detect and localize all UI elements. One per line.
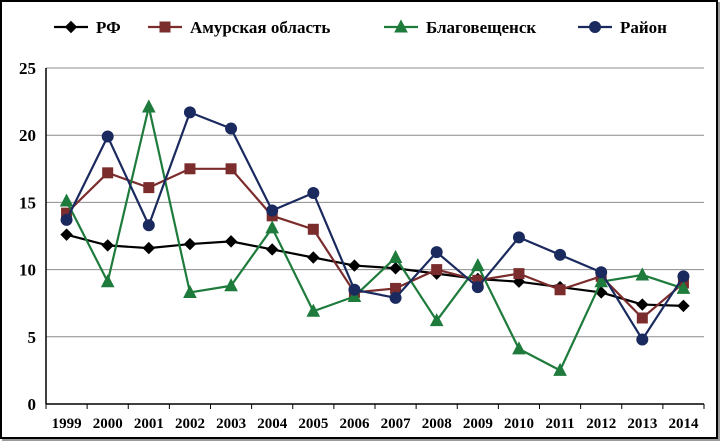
data-point-rf <box>101 239 114 252</box>
data-point-blagoveshchensk <box>141 99 156 113</box>
data-point-blagoveshchensk <box>59 193 74 207</box>
series-layer <box>59 99 691 376</box>
series-line-district <box>65 111 685 341</box>
data-point-rf <box>60 228 73 241</box>
data-point-rf <box>265 243 279 256</box>
legend-label: Район <box>620 18 667 37</box>
data-point-district <box>225 122 238 135</box>
data-point-blagoveshchensk <box>553 362 567 376</box>
data-point-blagoveshchensk <box>429 313 444 327</box>
legend-marker <box>394 19 408 33</box>
legend-layer: РФ Амурская область Благовещенск Район <box>54 18 667 37</box>
y-tick-label: 10 <box>19 261 36 280</box>
x-tick-label: 2010 <box>504 416 534 432</box>
data-point-rf <box>389 262 402 275</box>
data-point-amur-region <box>102 167 114 179</box>
x-tick-label: 2000 <box>93 416 123 432</box>
data-point-amur-region <box>554 284 566 296</box>
data-point-district <box>677 270 690 283</box>
data-point-district <box>471 281 484 294</box>
data-point-amur-region <box>225 163 237 175</box>
legend-marker <box>159 21 171 33</box>
data-point-district <box>430 246 443 259</box>
data-point-rf <box>636 298 649 311</box>
data-point-blagoveshchensk <box>594 274 609 288</box>
series-amur-region <box>61 163 689 324</box>
x-tick-label: 2003 <box>216 416 246 432</box>
legend-marker <box>589 21 601 33</box>
x-tick-label: 2014 <box>668 416 699 432</box>
data-point-blagoveshchensk <box>512 341 526 355</box>
data-point-blagoveshchensk <box>635 267 650 281</box>
data-point-amur-region <box>143 182 155 194</box>
x-tick-label: 2002 <box>175 416 205 432</box>
data-point-amur-region <box>307 223 319 235</box>
data-point-blagoveshchensk <box>388 249 403 264</box>
x-tick-label: 1999 <box>52 416 82 432</box>
x-tick-label: 2009 <box>463 416 493 432</box>
data-point-district <box>60 213 73 226</box>
x-tick-label: 2006 <box>339 416 370 432</box>
data-point-rf <box>307 251 320 264</box>
legend-marker <box>64 20 78 34</box>
data-point-district <box>389 291 402 304</box>
data-point-district <box>142 219 155 232</box>
data-point-amur-region <box>513 268 525 280</box>
data-point-district <box>636 333 649 346</box>
axis-layer: 0 5 10 15 20 25 1999 2000 2001 2002 2003 2004 2005 20… <box>19 59 705 432</box>
data-point-district <box>266 204 279 217</box>
series-blagoveshchensk <box>59 99 691 376</box>
data-point-district <box>307 186 320 199</box>
x-tick-label: 2012 <box>586 416 616 432</box>
y-tick-label: 20 <box>19 126 36 145</box>
x-tick-label: 2007 <box>381 416 412 432</box>
x-tick-label: 2013 <box>627 416 657 432</box>
data-point-blagoveshchensk <box>306 303 321 317</box>
y-tick-label: 15 <box>19 193 36 212</box>
series-district <box>60 106 690 346</box>
series-line-blagoveshchensk <box>65 105 684 372</box>
data-point-rf <box>224 235 238 248</box>
data-point-district <box>512 231 525 244</box>
y-tick-label: 25 <box>19 59 36 78</box>
legend-item-rf: РФ <box>54 18 121 37</box>
x-tick-label: 2001 <box>134 416 164 432</box>
data-point-rf <box>348 259 361 272</box>
data-point-blagoveshchensk <box>265 220 280 234</box>
legend-item-blagoveshchensk: Благовещенск <box>384 18 536 37</box>
data-point-blagoveshchensk <box>470 257 485 272</box>
data-point-rf <box>183 237 197 251</box>
data-point-district <box>554 248 567 261</box>
data-point-amur-region <box>184 163 196 175</box>
y-tick-label: 0 <box>28 395 37 414</box>
series-line-rf <box>66 233 684 307</box>
x-tick-label: 2008 <box>422 416 452 432</box>
data-point-amur-region <box>431 264 443 276</box>
x-tick-label: 2004 <box>257 416 288 432</box>
data-point-amur-region <box>636 312 648 324</box>
x-tick-label: 2005 <box>298 416 328 432</box>
data-point-blagoveshchensk <box>183 284 197 298</box>
data-point-district <box>348 283 361 296</box>
data-point-rf <box>677 299 690 313</box>
data-point-blagoveshchensk <box>676 280 691 294</box>
legend-label: Благовещенск <box>426 18 536 37</box>
x-tick-label: 2011 <box>545 416 574 432</box>
series-line-amur-region <box>65 167 685 320</box>
legend-item-district: Район <box>578 18 667 37</box>
data-point-blagoveshchensk <box>100 274 115 288</box>
data-point-district <box>183 106 196 119</box>
legend-item-amur-region: Амурская область <box>148 18 330 37</box>
data-point-district <box>595 266 608 279</box>
data-point-blagoveshchensk <box>224 278 238 292</box>
y-tick-label: 5 <box>28 328 37 347</box>
legend-label: Амурская область <box>190 18 330 37</box>
data-point-district <box>101 130 114 143</box>
legend-label: РФ <box>96 18 121 37</box>
data-point-rf <box>142 241 156 255</box>
